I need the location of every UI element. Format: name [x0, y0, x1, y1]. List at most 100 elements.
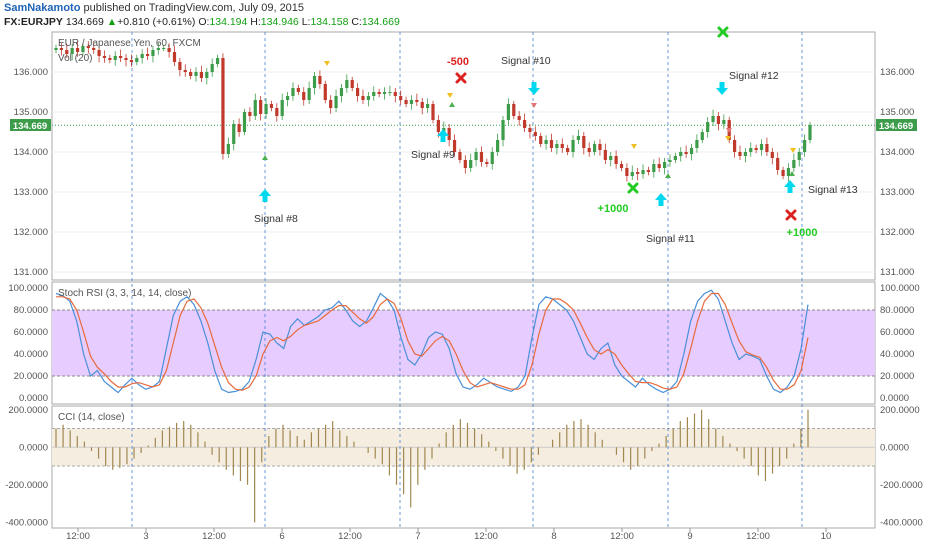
x-tick-label: 12:00: [202, 531, 226, 542]
candle-body: [614, 156, 618, 164]
price-y-tick-right: 135.000: [880, 107, 914, 118]
candle-body: [722, 120, 726, 124]
candle-body: [382, 92, 387, 94]
candle-body: [334, 96, 338, 108]
candle-body: [420, 102, 424, 108]
candle-body: [253, 100, 257, 116]
high-value: 134.946: [260, 16, 299, 28]
candle-body: [436, 120, 440, 132]
candle-body: [291, 88, 295, 96]
cci-y-tick-right: 200.0000: [880, 405, 920, 416]
open-value: 134.194: [209, 16, 248, 28]
candle-body: [501, 120, 505, 140]
candle-body: [129, 60, 134, 62]
x-tick-label: 10: [821, 531, 832, 542]
candle-body: [786, 168, 791, 176]
candle-body: [765, 144, 769, 152]
candle-body: [539, 136, 543, 144]
author-link[interactable]: SamNakamoto: [4, 2, 81, 14]
x-tick-label: 12:00: [474, 531, 498, 542]
stoch-pane-title: Stoch RSI (3, 3, 14, 14, close): [58, 288, 191, 299]
candle-body: [630, 172, 634, 176]
pnl-label: +1000: [787, 227, 818, 239]
minor-marker-icon: [324, 61, 330, 66]
candle-body: [329, 100, 333, 108]
candle-body: [452, 140, 457, 152]
stoch-y-tick-left: 60.0000: [14, 327, 48, 338]
x-tick-label: 12:00: [66, 531, 90, 542]
candle-body: [119, 56, 123, 58]
price-y-tick-right: 131.000: [880, 267, 914, 278]
candle-body: [248, 112, 252, 116]
stoch-k-line: [55, 289, 809, 394]
cci-pane[interactable]: [51, 405, 876, 529]
candle-body: [512, 104, 516, 116]
candle-body: [205, 72, 209, 78]
candle-body: [54, 48, 58, 50]
candle-body: [684, 152, 688, 154]
pnl-label: +1000: [598, 203, 629, 215]
candle-body: [738, 152, 742, 156]
candle-body: [124, 58, 128, 60]
candle-body: [59, 48, 63, 50]
candle-body: [318, 76, 322, 84]
candle-body: [140, 54, 144, 58]
cci-y-tick-left: 0.0000: [19, 442, 48, 453]
signal-10-sell-icon: [528, 82, 540, 95]
minor-marker-icon: [790, 148, 796, 153]
pnl-label: -500: [447, 56, 469, 68]
candle-body: [189, 72, 193, 76]
change-value: +0.810 (+0.61%): [117, 16, 196, 28]
candle-body: [399, 96, 403, 100]
candle-body: [711, 116, 715, 122]
signal-13-marker-icon: [789, 171, 795, 176]
candle-body: [662, 162, 667, 168]
candle-body: [689, 148, 694, 154]
last-price-badge-left: [10, 119, 51, 131]
signal-13-label: Signal #13: [808, 184, 858, 196]
signal-9-marker-icon: [449, 102, 455, 107]
stoch-y-tick-right: 0.0000: [880, 393, 909, 404]
candle-body: [743, 152, 747, 156]
candle-body: [307, 88, 311, 100]
header-line-1: SamNakamoto published on TradingView.com…: [4, 2, 304, 14]
candle-body: [285, 96, 290, 100]
x-tick-label: 12:00: [338, 531, 362, 542]
volume-pane-title: Vol (20): [58, 53, 92, 64]
price-value: 134.669: [65, 16, 104, 28]
signal-13-buy-icon: [784, 180, 796, 193]
candle-body: [571, 140, 575, 152]
candle-body: [70, 48, 74, 54]
signal-11-buy-icon: [655, 193, 667, 206]
candle-body: [167, 48, 171, 52]
candle-body: [162, 48, 166, 49]
candle-body: [237, 124, 241, 132]
candle-body: [695, 140, 699, 148]
x-tick-label: 9: [687, 531, 692, 542]
x-tick-label: 12:00: [610, 531, 634, 542]
candle-body: [576, 136, 581, 140]
candle-body: [485, 162, 489, 164]
candle-body: [156, 48, 160, 50]
signal-12-label: Signal #12: [729, 70, 779, 82]
candle-body: [135, 58, 139, 62]
x-tick-label: 3: [143, 531, 148, 542]
candle-body: [776, 158, 780, 170]
stoch-y-tick-left: 100.0000: [8, 283, 48, 294]
candle-body: [646, 170, 651, 172]
candle-body: [609, 156, 613, 160]
symbol-label[interactable]: FX:EURJPY: [4, 16, 63, 28]
price-y-tick-left: 133.000: [14, 187, 48, 198]
candle-body: [377, 92, 381, 94]
candle-body: [259, 100, 263, 114]
candle-body: [522, 120, 527, 128]
candle-body: [474, 152, 478, 160]
candle-body: [426, 104, 430, 108]
signal-10-marker-icon: [531, 103, 537, 108]
candle-body: [210, 64, 214, 72]
price-y-tick-right: 132.000: [880, 227, 914, 238]
cci-y-tick-left: 200.0000: [8, 405, 48, 416]
close-label: C:: [351, 16, 362, 28]
candle-body: [458, 152, 462, 160]
